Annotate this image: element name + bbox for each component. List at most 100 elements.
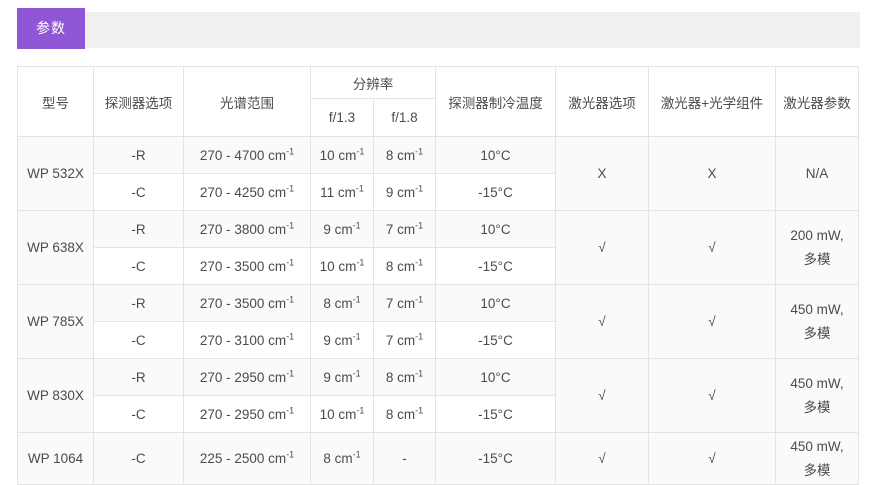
cell-detector-option: -C <box>93 247 184 285</box>
table-row: -C 270 - 3500 cm-1 10 cm-1 8 cm-1 -15°C <box>18 247 859 285</box>
cell-laser-params: 200 mW, 多模 <box>775 210 859 285</box>
cell-spectral-range-value: 270 - 4700 cm <box>199 147 287 163</box>
cell-spectral-range: 270 - 3500 cm-1 <box>183 247 311 285</box>
cell-resolution-f13: 9 cm-1 <box>310 321 374 359</box>
table-header: 型号 探测器选项 光谱范围 分辨率 探测器制冷温度 激光器选项 激光器+光学组件… <box>17 66 859 137</box>
col-header-resolution: 分辨率 <box>310 66 436 99</box>
cell-detector-cooling: -15°C <box>435 321 556 359</box>
cell-resolution-f18-exponent: -1 <box>415 368 424 378</box>
cell-laser-option: √ <box>555 210 649 285</box>
cell-resolution-f18: 9 cm-1 <box>373 173 436 211</box>
col-header-laser-option: 激光器选项 <box>555 66 649 137</box>
cell-resolution-f18: 8 cm-1 <box>373 136 436 174</box>
cell-resolution-f13-exponent: -1 <box>356 146 365 156</box>
cell-resolution-f13-exponent: -1 <box>352 294 361 304</box>
cell-spectral-range-exponent: -1 <box>286 405 295 415</box>
cell-model: WP 785X <box>17 284 94 359</box>
cell-resolution-f13: 10 cm-1 <box>310 136 374 174</box>
cell-laser-option: X <box>555 136 649 211</box>
cell-spectral-range-value: 270 - 3800 cm <box>199 221 287 237</box>
cell-spectral-range: 225 - 2500 cm-1 <box>183 431 311 485</box>
cell-spectral-range-exponent: -1 <box>286 146 295 156</box>
table-row: WP 785X -R 270 - 3500 cm-1 8 cm-1 7 cm-1 10°C… <box>17 284 859 359</box>
cell-resolution-f13: 9 cm-1 <box>310 358 374 396</box>
cell-resolution-f18: 7 cm-1 <box>373 210 436 248</box>
cell-model: WP 532X <box>17 136 94 211</box>
cell-resolution-f18-exponent: -1 <box>415 146 424 156</box>
table-row: -C 270 - 2950 cm-1 10 cm-1 8 cm-1 -15°C <box>18 395 859 433</box>
cell-spectral-range: 270 - 3100 cm-1 <box>183 321 311 359</box>
cell-resolution-f18-exponent: -1 <box>415 220 424 230</box>
cell-resolution-f13-value: 10 cm <box>319 258 357 274</box>
col-header-spectral-range: 光谱范围 <box>183 66 311 137</box>
cell-spectral-range: 270 - 2950 cm-1 <box>183 395 311 433</box>
cell-laser-option: √ <box>555 358 649 433</box>
cell-resolution-f18-value: 8 cm <box>385 406 416 422</box>
cell-spectral-range-exponent: -1 <box>286 294 295 304</box>
cell-resolution-f13-exponent: -1 <box>356 257 365 267</box>
cell-resolution-f18: - <box>373 431 436 485</box>
cell-laser-option: √ <box>555 431 649 485</box>
cell-model: WP 1064 <box>17 431 94 485</box>
cell-detector-option: -C <box>93 395 184 433</box>
cell-resolution-f13-exponent: -1 <box>352 331 361 341</box>
cell-laser-plus-optics: √ <box>648 358 776 433</box>
cell-laser-plus-optics: √ <box>648 210 776 285</box>
cell-resolution-f13-value: 9 cm <box>323 369 353 385</box>
table-row: -C 270 - 3100 cm-1 9 cm-1 7 cm-1 -15°C <box>18 321 859 359</box>
cell-resolution-f18-value: 7 cm <box>385 221 416 237</box>
cell-detector-option: -R <box>93 284 184 322</box>
cell-resolution-f13: 8 cm-1 <box>310 284 374 322</box>
cell-resolution-f18: 8 cm-1 <box>373 247 436 285</box>
cell-detector-cooling: -15°C <box>435 247 556 285</box>
cell-resolution-f13-value: 8 cm <box>323 451 353 467</box>
cell-resolution-f13: 10 cm-1 <box>310 247 374 285</box>
cell-spectral-range-value: 270 - 3500 cm <box>199 295 287 311</box>
laser-param-line-1: 450 mW, <box>790 439 844 454</box>
cell-resolution-f18-exponent: -1 <box>415 183 424 193</box>
cell-resolution-f18-value: 9 cm <box>385 184 416 200</box>
col-header-laser-plus-optics: 激光器+光学组件 <box>648 66 776 137</box>
col-header-model: 型号 <box>17 66 94 137</box>
cell-detector-cooling: -15°C <box>435 173 556 211</box>
cell-resolution-f13-value: 10 cm <box>319 406 357 422</box>
cell-resolution-f18-value: 7 cm <box>385 332 416 348</box>
specifications-table: 型号 探测器选项 光谱范围 分辨率 探测器制冷温度 激光器选项 激光器+光学组件… <box>17 66 859 485</box>
tab-parameters[interactable]: 参数 <box>17 8 85 49</box>
cell-spectral-range: 270 - 2950 cm-1 <box>183 358 311 396</box>
cell-laser-params: 450 mW, 多模 <box>775 358 859 433</box>
cell-spectral-range: 270 - 3500 cm-1 <box>183 284 311 322</box>
cell-laser-option: √ <box>555 284 649 359</box>
col-header-detector-cooling: 探测器制冷温度 <box>435 66 556 137</box>
tab-bar-track <box>17 12 860 48</box>
cell-resolution-f13-value: 8 cm <box>323 295 353 311</box>
cell-laser-plus-optics: √ <box>648 431 776 485</box>
cell-resolution-f13-exponent: -1 <box>352 368 361 378</box>
cell-model: WP 830X <box>17 358 94 433</box>
cell-resolution-f18-exponent: -1 <box>415 257 424 267</box>
cell-spectral-range: 270 - 3800 cm-1 <box>183 210 311 248</box>
cell-detector-option: -R <box>93 358 184 396</box>
cell-detector-cooling: 10°C <box>435 210 556 248</box>
table-row: WP 830X -R 270 - 2950 cm-1 9 cm-1 8 cm-1 10°C… <box>17 358 859 433</box>
cell-spectral-range-value: 270 - 2950 cm <box>199 369 287 385</box>
cell-detector-option: -R <box>93 210 184 248</box>
cell-resolution-f13-value: 9 cm <box>323 332 353 348</box>
cell-resolution-f18: 7 cm-1 <box>373 321 436 359</box>
cell-resolution-f18-value: - <box>402 451 407 467</box>
laser-param-line-2: 多模 <box>803 399 831 415</box>
col-header-resolution-f18: f/1.8 <box>373 98 436 137</box>
laser-param-line-2: 多模 <box>803 251 831 267</box>
table-row: -C 270 - 4250 cm-1 11 cm-1 9 cm-1 -15°C <box>18 173 859 211</box>
cell-detector-option: -C <box>93 321 184 359</box>
cell-spectral-range-value: 270 - 4250 cm <box>199 184 287 200</box>
cell-laser-plus-optics: X <box>648 136 776 211</box>
cell-resolution-f18-exponent: -1 <box>415 331 424 341</box>
cell-resolution-f13-exponent: -1 <box>356 405 365 415</box>
cell-spectral-range: 270 - 4250 cm-1 <box>183 173 311 211</box>
col-header-detector-option: 探测器选项 <box>93 66 184 137</box>
cell-detector-option: -R <box>93 136 184 174</box>
cell-resolution-f13-value: 10 cm <box>319 147 357 163</box>
cell-resolution-f18-value: 8 cm <box>385 258 416 274</box>
